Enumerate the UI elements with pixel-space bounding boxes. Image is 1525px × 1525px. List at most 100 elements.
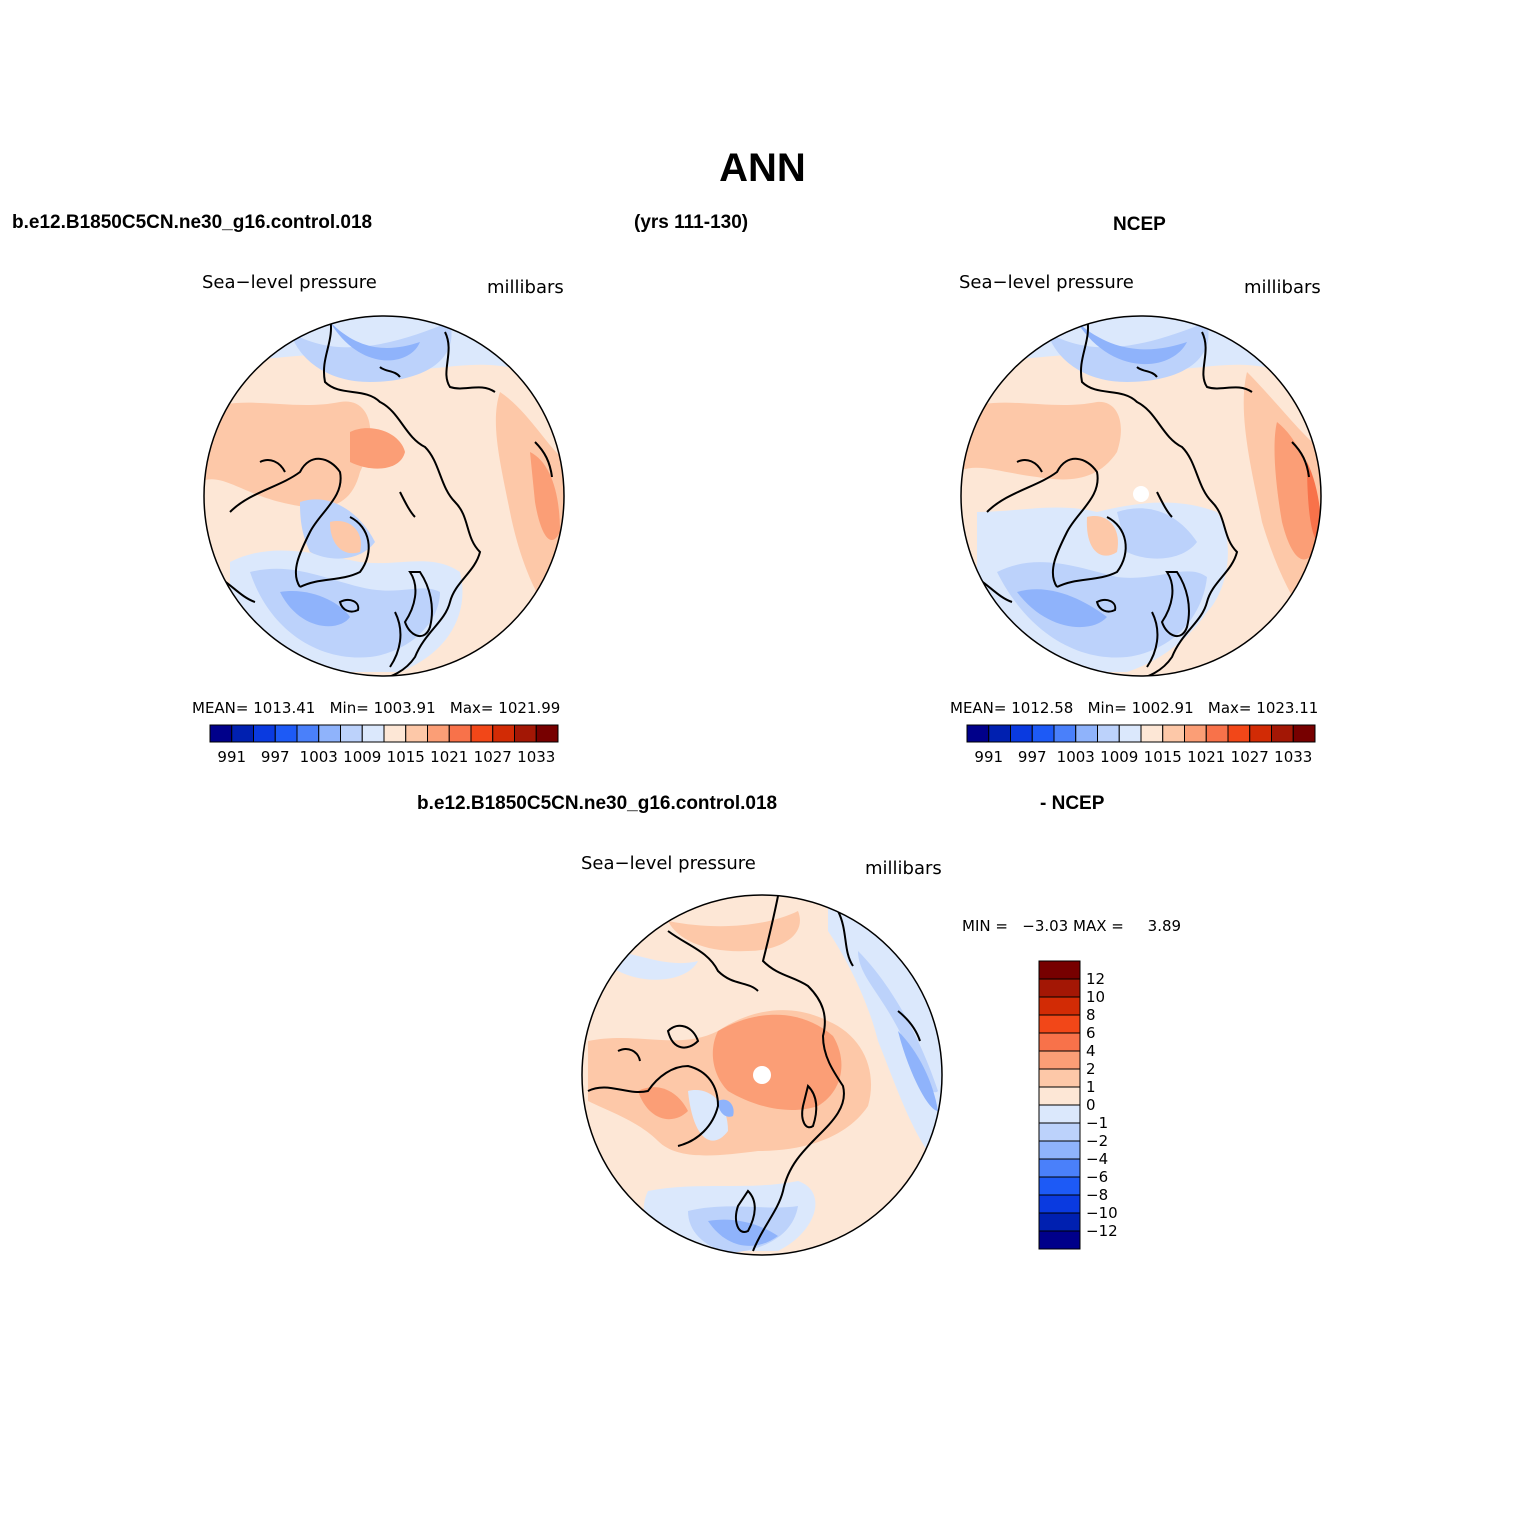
obs-colorbar-box: [1075, 724, 1098, 743]
diff-units-label: millibars: [865, 858, 942, 879]
model-colorbar-box: [492, 724, 515, 743]
obs-stats: MEAN= 1012.58 Min= 1002.91 Max= 1023.11: [950, 699, 1318, 717]
model-polar-map: [203, 315, 565, 677]
model-colorbar-box: [361, 724, 385, 743]
diff-obs-name-label: - NCEP: [1040, 793, 1105, 814]
diff-colorbar-label: −1: [1086, 1114, 1108, 1132]
diff-colorbar-box: [1038, 1032, 1081, 1052]
model-colorbar-box: [318, 724, 341, 743]
model-colorbar-box: [514, 724, 537, 743]
diff-colorbar-box: [1038, 996, 1081, 1016]
diff-colorbar-label: −10: [1086, 1204, 1118, 1222]
diff-colorbar-label: −4: [1086, 1150, 1108, 1168]
years-label: (yrs 111-130): [634, 212, 749, 233]
diff-stats: MIN = −3.03 MAX = 3.89: [962, 917, 1181, 935]
diff-colorbar-box: [1038, 1158, 1081, 1178]
diff-colorbar-label: −8: [1086, 1186, 1108, 1204]
model-colorbar-box: [470, 724, 494, 743]
model-mean-label: MEAN=: [192, 699, 249, 717]
obs-colorbar-label: 1021: [1187, 748, 1225, 766]
obs-colorbar-box: [966, 724, 990, 743]
diff-colorbar-label: 6: [1086, 1024, 1096, 1042]
diff-colorbar-label: 0: [1086, 1096, 1096, 1114]
model-min-label: Min=: [329, 699, 369, 717]
diff-colorbar-label: −6: [1086, 1168, 1108, 1186]
obs-colorbar-label: 1033: [1274, 748, 1312, 766]
obs-polar-map: [960, 315, 1322, 677]
obs-units-label: millibars: [1244, 277, 1321, 298]
diff-colorbar-label: −2: [1086, 1132, 1108, 1150]
figure-title: ANN: [719, 146, 806, 190]
diff-polar-map: [581, 894, 943, 1256]
model-colorbar-box: [383, 724, 407, 743]
obs-colorbar-box: [1140, 724, 1164, 743]
diff-field-label: Sea−level pressure: [581, 853, 756, 874]
obs-colorbar-box: [1184, 724, 1207, 743]
obs-colorbar-box: [1053, 724, 1077, 743]
model-colorbar-label: 1033: [517, 748, 555, 766]
diff-colorbar-box: [1038, 1014, 1081, 1034]
case-name-label: b.e12.B1850C5CN.ne30_g16.control.018: [12, 212, 373, 233]
obs-colorbar-label: 991: [974, 748, 1003, 766]
diff-colorbar-box: [1038, 1122, 1081, 1142]
obs-max-value: 1023.11: [1256, 699, 1319, 717]
obs-max-label: Max=: [1207, 699, 1252, 717]
obs-min-value: 1002.91: [1131, 699, 1194, 717]
obs-name-label: NCEP: [1113, 214, 1166, 235]
model-colorbar-box: [340, 724, 363, 743]
obs-min-label: Min=: [1087, 699, 1127, 717]
obs-colorbar-box: [1227, 724, 1251, 743]
obs-colorbar-box: [1031, 724, 1055, 743]
obs-colorbar: 991 997 1003 1009 1015 1021 1027 1033: [966, 724, 1316, 766]
diff-colorbar-box: [1038, 978, 1081, 998]
model-colorbar-label: 1021: [430, 748, 468, 766]
diff-colorbar-box: [1038, 1086, 1081, 1106]
obs-colorbar-box: [1205, 724, 1229, 743]
diff-min-value: −3.03: [1022, 917, 1069, 935]
obs-colorbar-label: 1027: [1231, 748, 1269, 766]
obs-colorbar-label: 1015: [1144, 748, 1182, 766]
obs-colorbar-box: [1249, 724, 1272, 743]
model-colorbar-box: [209, 724, 233, 743]
model-colorbar-box: [427, 724, 450, 743]
obs-colorbar-box: [1118, 724, 1142, 743]
model-colorbar-box: [253, 724, 276, 743]
diff-colorbar-label: 12: [1086, 970, 1105, 988]
diff-colorbar-label: 1: [1086, 1078, 1096, 1096]
obs-colorbar-box: [1271, 724, 1294, 743]
model-colorbar-label: 1003: [300, 748, 338, 766]
diff-colorbar-label: −12: [1086, 1222, 1118, 1240]
diff-colorbar-label: 8: [1086, 1006, 1096, 1024]
model-colorbar-label: 1009: [343, 748, 381, 766]
obs-colorbar-label: 997: [1018, 748, 1047, 766]
diff-colorbar-box: [1038, 1050, 1081, 1070]
model-colorbar-box: [274, 724, 298, 743]
obs-field-label: Sea−level pressure: [959, 272, 1134, 293]
obs-colorbar-box: [1097, 724, 1120, 743]
model-field-label: Sea−level pressure: [202, 272, 377, 293]
model-colorbar-label: 997: [261, 748, 290, 766]
diff-case-name-label: b.e12.B1850C5CN.ne30_g16.control.018: [417, 793, 778, 814]
model-units-label: millibars: [487, 277, 564, 298]
model-max-value: 1021.99: [498, 699, 561, 717]
model-mean-value: 1013.41: [253, 699, 316, 717]
model-colorbar-label: 991: [217, 748, 246, 766]
diff-colorbar-box: [1038, 1104, 1081, 1124]
obs-colorbar-label: 1003: [1057, 748, 1095, 766]
model-colorbar-box: [231, 724, 254, 743]
diff-max-label: MAX =: [1073, 917, 1124, 935]
diff-colorbar-box: [1038, 1140, 1081, 1160]
diff-max-value: 3.89: [1147, 917, 1182, 935]
diff-colorbar-box: [1038, 960, 1081, 980]
diff-colorbar-label: 10: [1086, 988, 1105, 1006]
obs-colorbar-box: [988, 724, 1011, 743]
model-colorbar-box: [405, 724, 428, 743]
diff-colorbar-label: 2: [1086, 1060, 1096, 1078]
diff-colorbar-box: [1038, 1230, 1081, 1250]
obs-mean-label: MEAN=: [950, 699, 1007, 717]
obs-colorbar-box: [1162, 724, 1185, 743]
obs-colorbar-label: 1009: [1100, 748, 1138, 766]
model-min-value: 1003.91: [373, 699, 436, 717]
